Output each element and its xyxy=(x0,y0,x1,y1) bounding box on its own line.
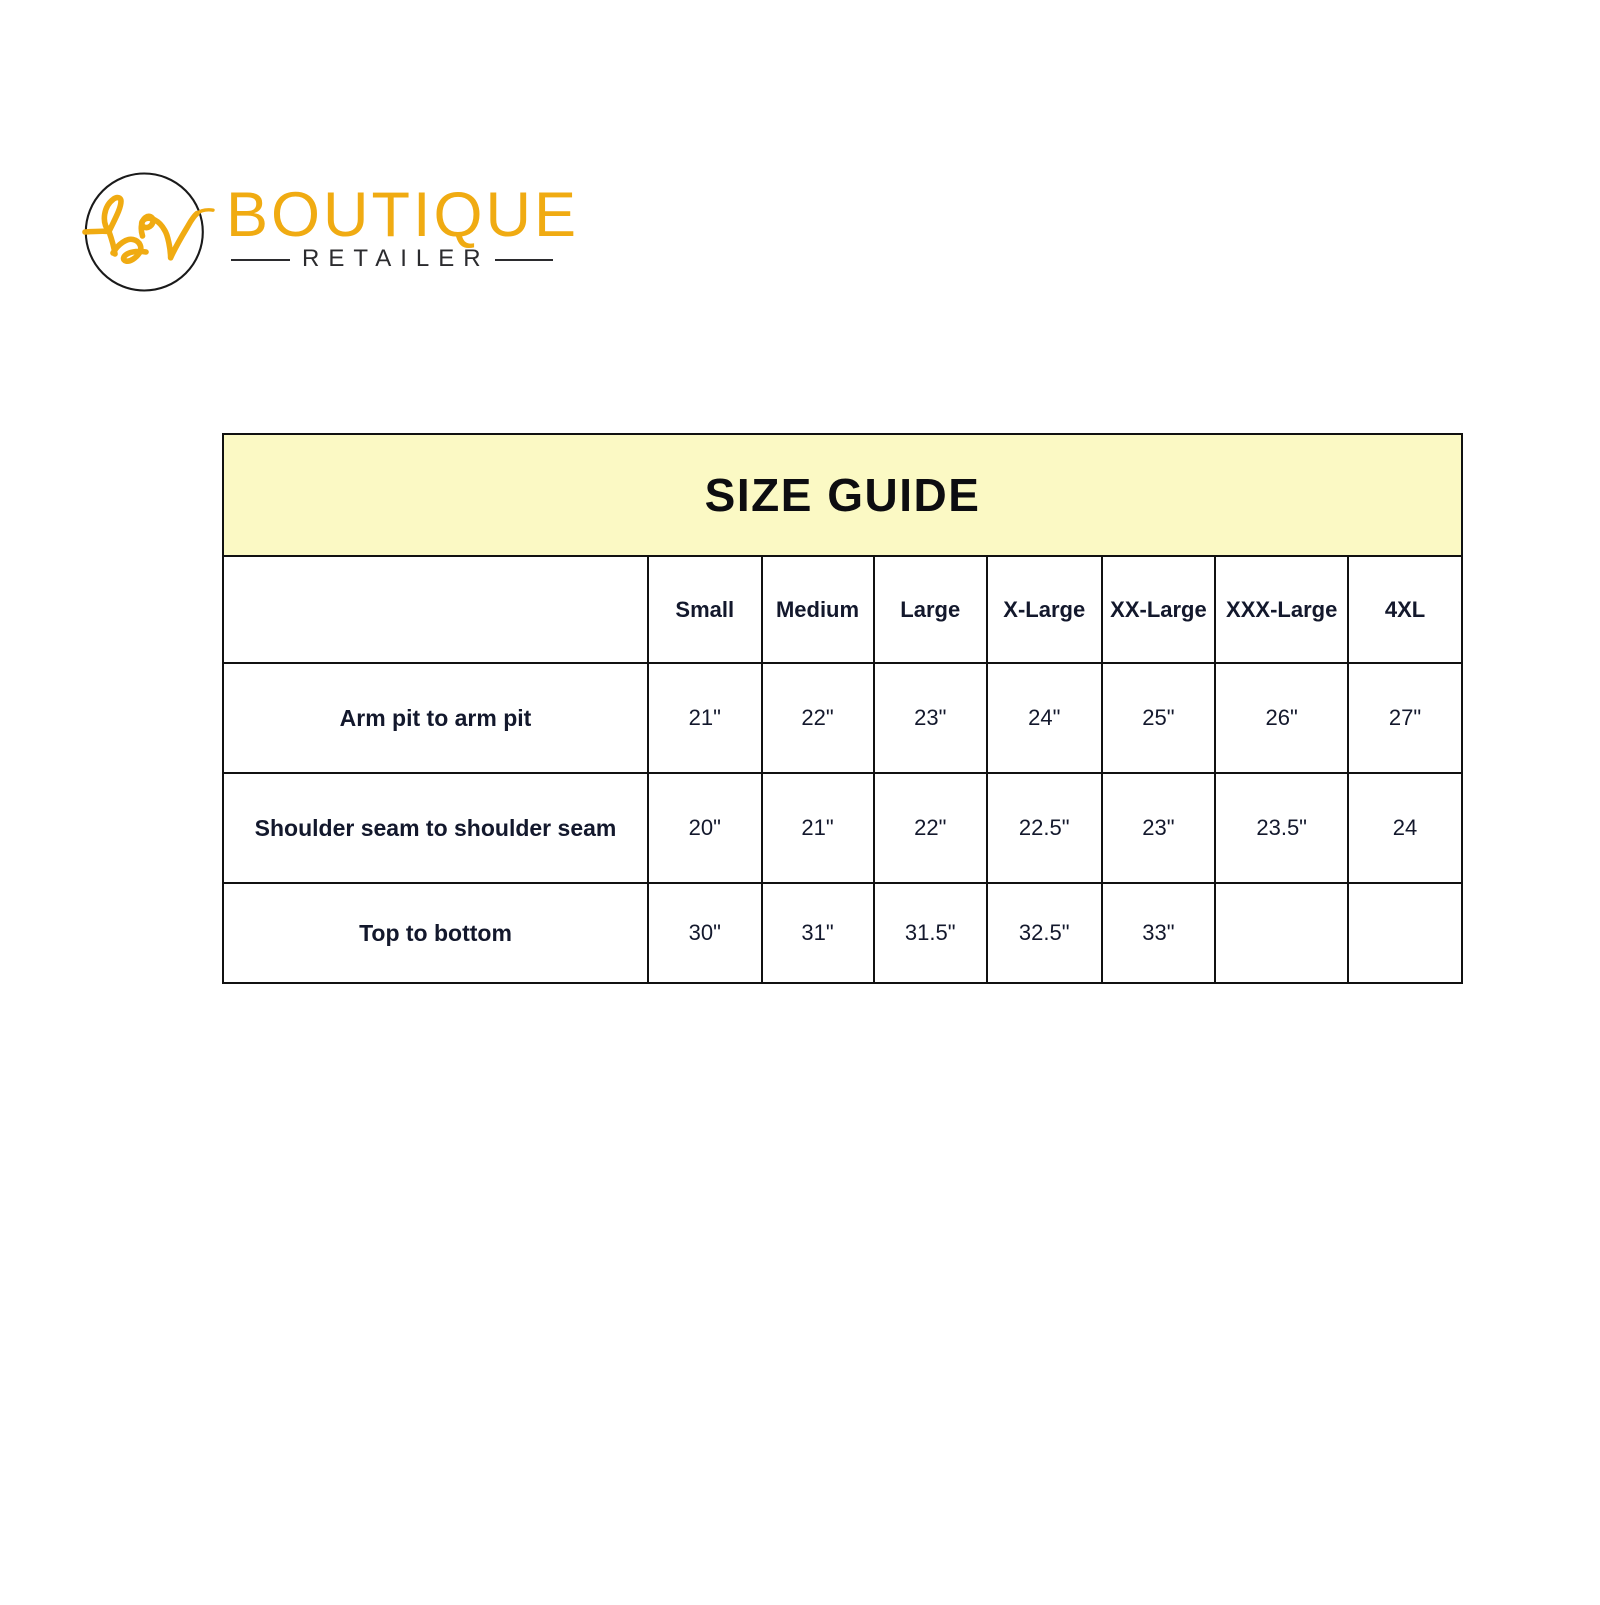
svg-text:BOUTIQUE: BOUTIQUE xyxy=(226,180,579,250)
svg-text:RETAILER: RETAILER xyxy=(302,245,490,272)
